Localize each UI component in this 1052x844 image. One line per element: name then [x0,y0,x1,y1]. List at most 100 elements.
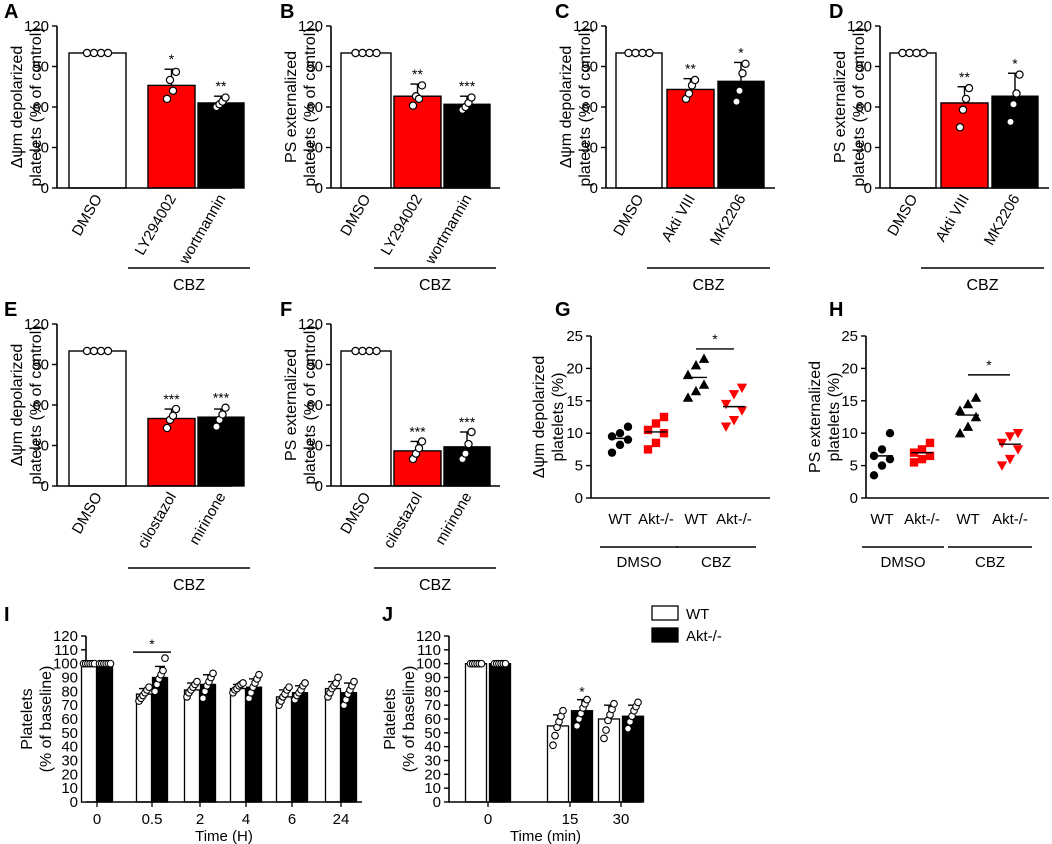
y-tick-label: 80 [424,683,441,700]
y-tick-label: 20 [566,360,583,377]
data-point [408,101,418,110]
data-point [964,83,974,93]
panel-letter: E [4,299,17,321]
y-tick-label: 10 [841,425,858,442]
data-point [690,359,702,370]
y-tick-label: 10 [566,425,583,442]
y-tick-label: 60 [32,397,49,414]
category-label: 0.5 [142,811,163,828]
bar [488,663,512,803]
significance-label: * [986,357,992,373]
data-point [551,731,559,740]
y-tick-label: 50 [61,725,78,742]
data-point [1004,432,1016,442]
data-point [925,451,935,461]
data-point [559,706,567,715]
data-point [690,385,702,396]
data-point [365,48,374,58]
data-point [239,679,247,687]
data-point [682,369,694,380]
data-point [1012,445,1024,455]
bar [229,687,247,803]
data-point [351,346,360,356]
y-tick-label: 60 [424,711,441,728]
category-label: WT [608,511,631,528]
y-tick-label: 90 [855,59,872,76]
y-tick-label: 100 [53,656,78,673]
category-label: WT [956,511,979,528]
y-axis-label: PS externalized platelets (% of control) [832,27,868,186]
y-tick-label: 120 [53,628,78,645]
data-point [638,48,647,58]
category-label: wortmannin [175,192,229,269]
y-tick-label: 30 [855,140,872,157]
data-point [477,659,486,668]
category-label: 2 [196,811,204,828]
data-point [162,94,172,104]
category-label: Akt-/- [992,511,1028,528]
data-point [372,48,381,58]
data-point [720,399,732,410]
group-label: CBZ [173,277,205,294]
x-axis-label: Time (H) [195,828,253,844]
category-label: 24 [333,811,350,828]
panel-letter: B [280,1,294,23]
data-point [645,48,654,58]
legend-swatch [651,605,679,621]
bar [291,692,309,803]
data-point [634,698,642,707]
y-tick-label: 25 [566,328,583,345]
bar [393,95,442,189]
bar [96,663,114,803]
y-tick-label: 90 [306,59,323,76]
panel-letter: H [829,299,843,321]
panel-letter: C [555,1,569,23]
y-axis-label: PS externalized platelets (% of control) [283,325,319,484]
y-tick-label: 120 [847,18,872,35]
legend-swatch [651,627,679,643]
y-tick-label: 5 [575,458,583,475]
data-point [600,734,608,743]
bar [147,84,196,189]
data-point [583,695,591,704]
category-label: LY294002 [378,192,426,259]
y-tick-label: 80 [61,683,78,700]
y-tick-label: 20 [424,766,441,783]
data-point [168,86,178,96]
y-axis-label-line: platelets (% of control) [302,325,319,484]
legend-label: Akt-/- [686,628,722,645]
data-point [82,346,92,356]
data-point [690,75,700,85]
y-tick-label: 0 [70,794,78,811]
bar [151,676,169,803]
bar [443,446,491,487]
data-point [684,89,694,98]
data-point [958,105,968,114]
data-point [925,438,935,448]
y-tick-label: 90 [32,357,49,374]
category-label: WT [870,511,893,528]
legend-label: WT [686,606,709,623]
x-axis-label: Time (min) [510,828,581,844]
y-tick-label: 100 [416,656,441,673]
data-point [414,444,424,453]
significance-label: * [712,331,718,347]
y-axis-label-line: platelets (%) [826,373,843,462]
y-axis-label-line: Δψm depolarized [558,46,575,169]
data-point [623,435,633,444]
y-axis-label: Δψm depolarized platelets (% of control) [9,27,45,186]
data-point [602,726,610,734]
category-label: 4 [242,811,250,828]
category-label: DMSO [69,490,106,537]
category-label: 0 [93,811,101,828]
category-label: 15 [562,811,579,828]
bar [147,417,196,487]
data-point [209,669,217,678]
panel-letter: A [4,1,18,23]
data-point [461,449,470,458]
y-tick-label: 20 [841,360,858,377]
